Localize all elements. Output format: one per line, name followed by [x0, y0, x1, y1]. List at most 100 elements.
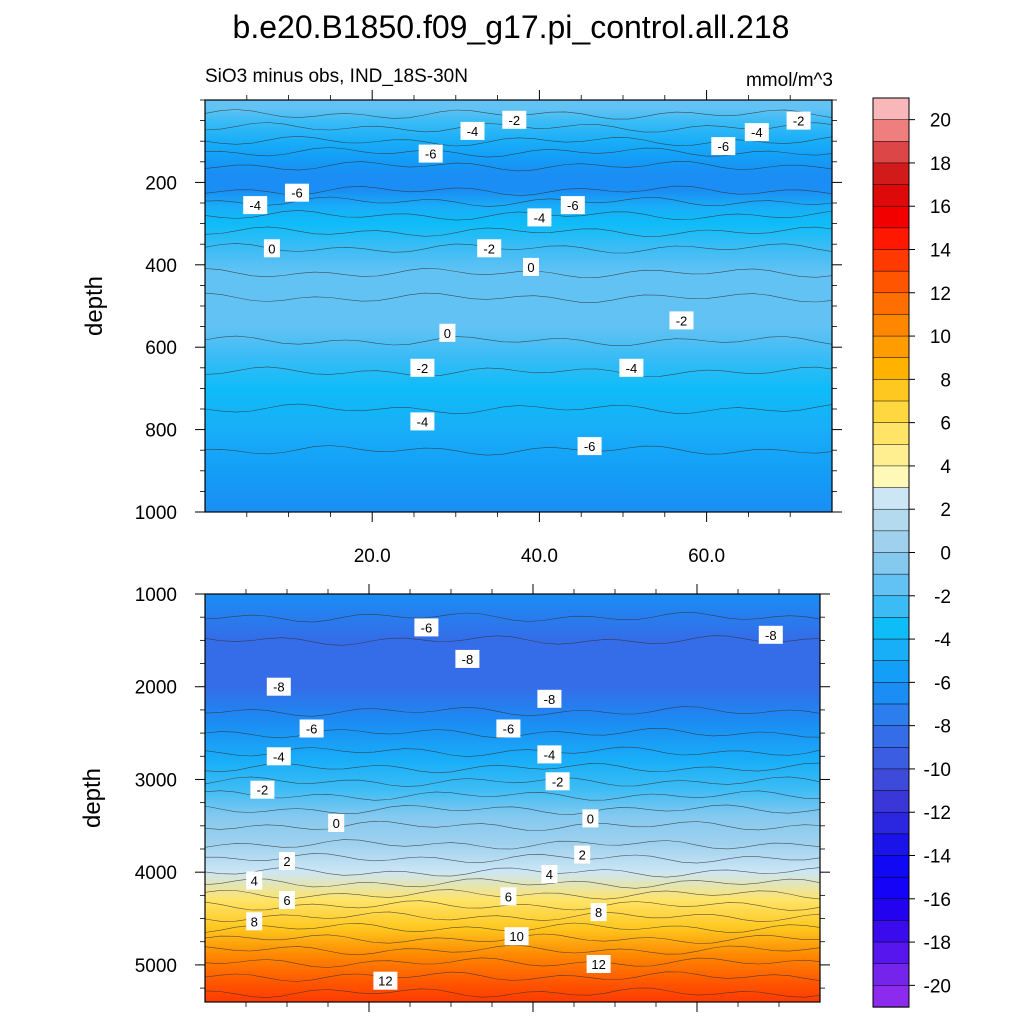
- contour-line: [204, 147, 833, 158]
- contour-label: -2: [417, 361, 429, 376]
- colorbar-label: -20: [924, 976, 951, 997]
- contour-line: [205, 853, 821, 864]
- contour-line: [204, 746, 821, 757]
- x-tick-label: 60.0: [688, 546, 725, 567]
- contour-label-box: [574, 845, 591, 864]
- contour-label-box: [246, 871, 263, 890]
- contour-label: 4: [546, 867, 553, 882]
- colorbar-box: [872, 898, 910, 922]
- upper-plot-fill: [205, 100, 832, 512]
- contour-label: -4: [249, 198, 261, 213]
- contour-label-box: [619, 358, 644, 377]
- y-tick-label: 1000: [135, 503, 177, 524]
- lower-panel: -6 -8 -8 -8 -8 -6 -6 -4 -4 -2 -2 0 0 2 2 4 4 6 6 8 8 10 12 12 1…: [79, 584, 830, 1012]
- contour-label: -4: [417, 414, 429, 429]
- contour-label: -4: [751, 125, 763, 140]
- colorbar-box: [872, 422, 910, 445]
- contour-label: -2: [509, 113, 521, 128]
- y-tick-label: 1000: [135, 585, 177, 606]
- colorbar-label: 18: [930, 154, 951, 175]
- contour-label: -6: [291, 186, 303, 201]
- colorbar-label: -14: [924, 847, 952, 868]
- y-tick-label: 400: [145, 256, 177, 277]
- contour-label: -6: [421, 620, 433, 635]
- colorbar-box: [872, 530, 910, 554]
- colorbar-label: 12: [930, 284, 951, 305]
- colorbar-box: [872, 876, 910, 900]
- contour-label-box: [537, 689, 562, 708]
- contour-label: 0: [527, 260, 534, 275]
- contour-label-box: [266, 677, 291, 696]
- upper-ylabel: depth: [81, 276, 108, 336]
- y-tick-label: 600: [145, 338, 177, 359]
- contour-label-box: [373, 971, 398, 990]
- colorbar-box: [872, 227, 910, 251]
- contour-label: 0: [587, 811, 594, 826]
- colorbar-box: [872, 314, 910, 337]
- colorbar-box: [872, 855, 910, 878]
- contour-label: 8: [251, 914, 258, 929]
- colorbar-label: -10: [924, 760, 951, 781]
- contour-label: 0: [444, 326, 451, 341]
- colorbar-box: [872, 400, 910, 424]
- colorbar-box: [872, 379, 910, 402]
- colorbar-box: [872, 811, 910, 835]
- contour-label-box: [504, 927, 529, 946]
- contour-label-box: [786, 111, 811, 130]
- contour-label-box: [477, 239, 502, 258]
- colorbar-box: [872, 920, 910, 943]
- contour-label: -8: [544, 692, 556, 707]
- contour-line: [204, 987, 821, 998]
- contour-label: -4: [626, 361, 638, 376]
- contour-label-box: [711, 137, 736, 156]
- colorbar-box: [872, 768, 910, 792]
- contour-label-box: [328, 814, 345, 832]
- contour-label-box: [560, 196, 585, 215]
- colorbar-label: -16: [924, 890, 951, 911]
- colorbar-label: 6: [940, 414, 951, 435]
- contour-line: [204, 706, 821, 717]
- colorbar-box: [872, 703, 910, 727]
- y-tick-label: 3000: [135, 770, 177, 791]
- contour-label: -6: [306, 722, 318, 737]
- colorbar-label: 2: [940, 500, 951, 521]
- contour-line: [204, 971, 821, 982]
- colorbar-box: [872, 335, 910, 359]
- contour-label: -8: [273, 680, 285, 695]
- colorbar-label: -18: [924, 933, 951, 954]
- contour-label: 6: [505, 889, 512, 904]
- contour-label: 12: [378, 974, 392, 989]
- colorbar-box: [872, 725, 910, 748]
- contour-label-box: [669, 311, 694, 330]
- subtitle-left: SiO3 minus obs, IND_18S-30N: [205, 66, 468, 87]
- colorbar-box: [872, 682, 910, 705]
- contour-label: 8: [595, 905, 602, 920]
- contour-line: [204, 366, 833, 377]
- contour-line: [204, 839, 821, 850]
- colorbar-box: [872, 444, 910, 467]
- contour-line: [204, 867, 821, 878]
- contour-label-box: [460, 121, 485, 140]
- upper-plot-frame: [204, 99, 833, 513]
- colorbar-label: 8: [940, 370, 951, 391]
- contour-label: -2: [483, 241, 495, 256]
- contour-label: 10: [509, 929, 523, 944]
- contour-label-box: [582, 809, 599, 828]
- contour-line: [204, 612, 821, 623]
- contour-line: [204, 820, 821, 831]
- contour-line: [204, 635, 821, 646]
- contour-label-box: [439, 323, 456, 342]
- y-tick-label: 200: [145, 173, 177, 194]
- contour-label: -4: [467, 124, 479, 139]
- colorbar-label: -4: [934, 630, 951, 651]
- contour-label: -4: [534, 210, 546, 225]
- x-tick-label: 40.0: [521, 546, 558, 567]
- lower-contour-labels: -6 -8 -8 -8 -8 -6 -6 -4 -4 -2 -2 0 0 2 2 4 4 6 6 8 8 10 12 12: [246, 618, 783, 990]
- colorbar-box: [872, 638, 910, 662]
- contour-label: 12: [591, 957, 605, 972]
- colorbar-box: [872, 508, 910, 532]
- colorbar-box: [872, 141, 910, 164]
- colorbar-box: [872, 941, 910, 965]
- contour-label: -6: [567, 198, 579, 213]
